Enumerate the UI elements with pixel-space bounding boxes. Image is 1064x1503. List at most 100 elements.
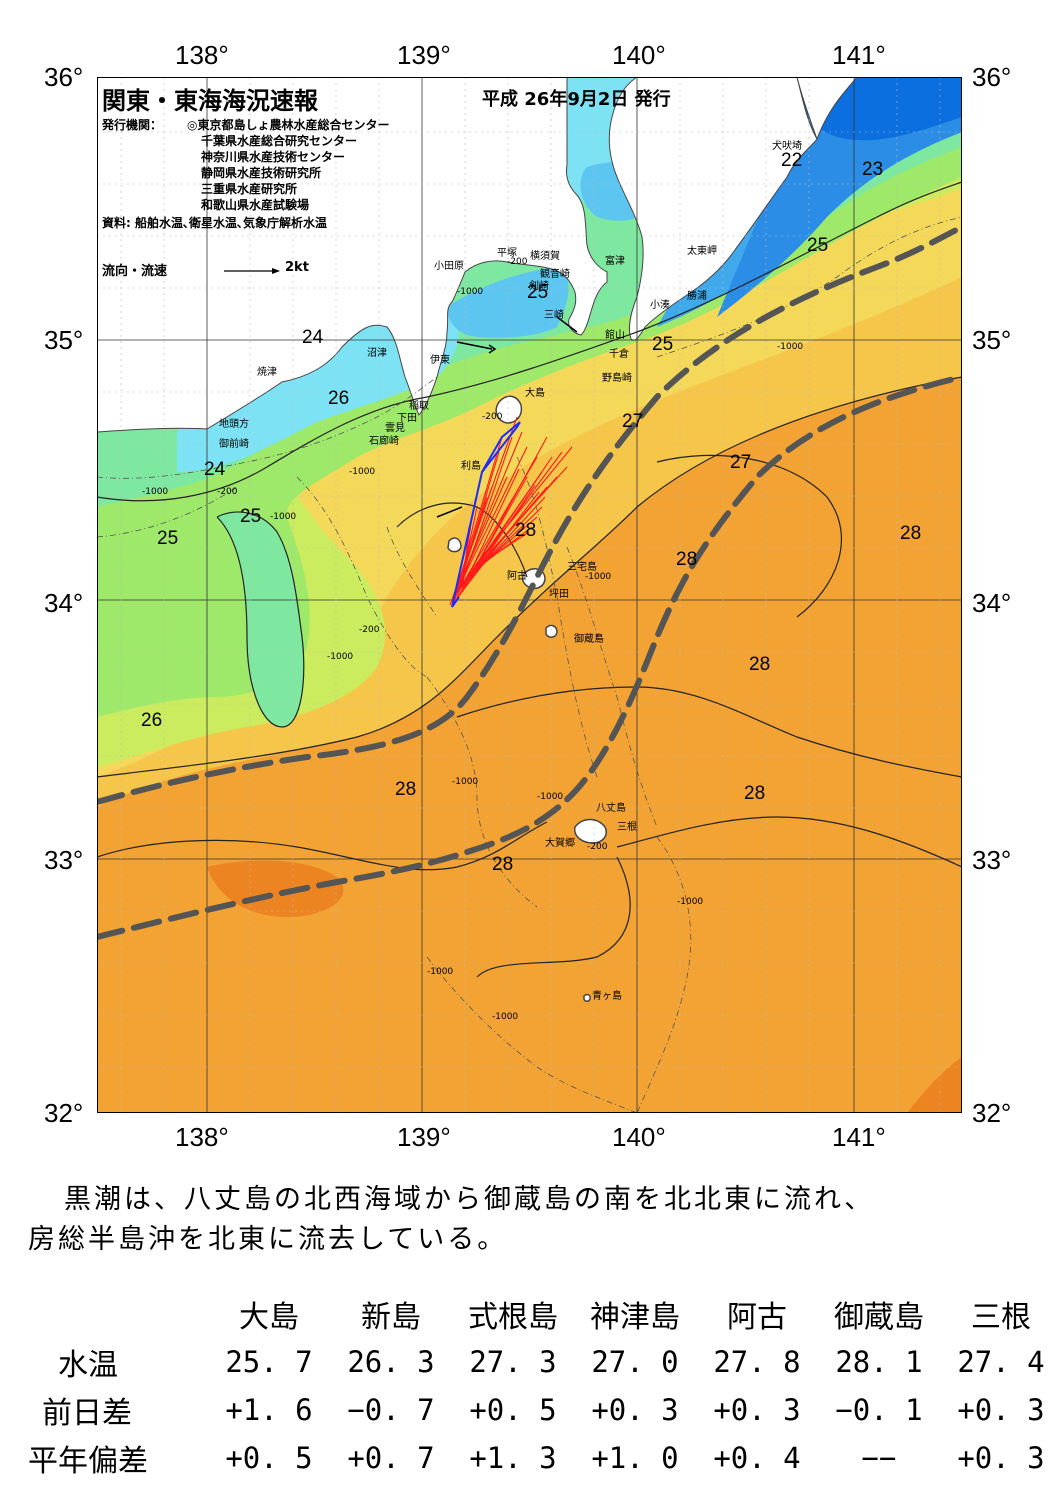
place-label: 利島	[461, 461, 481, 472]
summary-text: 黒潮は、八丈島の北西海域から御蔵島の南を北北東に流れ、 房総半島沖を北東に流去し…	[28, 1180, 874, 1260]
sst-stats-table: 大島 新島 式根島 神津島 阿古 御蔵島 三根 水温 25. 7 26. 3 2…	[28, 1290, 1062, 1482]
depth-label: -1000	[327, 652, 354, 662]
table-cell: +1. 0	[591, 1441, 679, 1475]
lon-label-141-bottom: 141°	[832, 1122, 886, 1152]
lon-label-140-top: 140°	[612, 40, 666, 70]
place-label: 三崎	[544, 310, 564, 321]
sst-band-29-sw	[207, 860, 344, 917]
island-aogashima	[583, 993, 591, 1002]
table-cell: 27. 3	[469, 1345, 557, 1379]
minor-grid	[97, 77, 962, 1113]
lon-label-138-bottom: 138°	[175, 1122, 229, 1152]
depth-label: -1000	[142, 487, 169, 497]
table-header-cell	[28, 1290, 208, 1338]
depth-label: -200	[587, 842, 608, 852]
place-label: 勝浦	[687, 291, 707, 302]
land-boso-peninsula	[608, 77, 818, 341]
isotherm-label-25-tokyo: 25	[527, 282, 549, 303]
table-cell: +0. 4	[713, 1441, 801, 1475]
table-header-cell: 三根	[971, 1300, 1031, 1335]
issuer-2: 千葉県水産総合研究センター	[201, 134, 358, 148]
island-mikura	[545, 624, 558, 638]
place-label: 稲取	[409, 401, 429, 412]
issuer-5: 三重県水産研究所	[201, 182, 298, 196]
island-hachijo	[574, 818, 607, 844]
sea-temperature-map: 22 23 25 25 25 24 26 24 25 25 27 27 28 2…	[97, 77, 962, 1113]
place-label: 小田原	[434, 261, 464, 272]
place-label: 八丈島	[596, 803, 626, 814]
isotherm-label-23: 23	[862, 159, 884, 180]
isotherm-label-22: 22	[781, 150, 803, 171]
isotherm-label-28-hachijo-e: 28	[744, 783, 766, 804]
place-label: 伊東	[430, 355, 450, 366]
issuer-1: ◎東京都島しょ農林水産総合センター	[187, 118, 390, 132]
place-label: 地頭方	[219, 419, 249, 430]
lat-label-32-left: 32°	[44, 1098, 84, 1128]
lat-label-32-right: 32°	[972, 1098, 1012, 1128]
table-row: 水温 25. 7 26. 3 27. 3 27. 0 27. 8 28. 1 2…	[28, 1338, 1062, 1386]
table-header-row: 大島 新島 式根島 神津島 阿古 御蔵島 三根	[28, 1290, 1062, 1338]
land-inubo	[796, 77, 858, 141]
flow-legend-arrow-icon	[224, 268, 280, 274]
table-cell: 28. 1	[835, 1345, 923, 1379]
table-cell: +0. 5	[469, 1393, 557, 1427]
place-label: 三根	[617, 822, 637, 833]
issuer-3: 神奈川県水産技術センター	[201, 150, 346, 164]
depth-label: -1000	[492, 1012, 519, 1022]
lat-label-34-right: 34°	[972, 588, 1012, 618]
lat-label-36-right: 36°	[972, 62, 1012, 92]
place-label: 雲見	[385, 423, 405, 434]
place-label: 平塚	[497, 248, 517, 259]
isotherm-label-28-west: 28	[395, 779, 417, 800]
issue-date: 平成 26年9月2日 発行	[482, 89, 671, 110]
place-label: 剣崎	[529, 281, 549, 292]
grid-lines	[97, 77, 962, 1113]
place-label: 横須賀	[530, 251, 560, 262]
table-row: 前日差 +1. 6 −0. 7 +0. 5 +0. 3 +0. 3 −0. 1 …	[28, 1386, 1062, 1434]
flow-vectors-red	[449, 416, 573, 606]
summary-line-2: 房総半島沖を北東に流去している。	[28, 1224, 508, 1255]
kuroshio-main-path	[97, 374, 962, 940]
isotherm-label-25-offboso: 25	[652, 334, 674, 355]
isotherms	[97, 181, 962, 978]
lon-label-141-top: 141°	[832, 40, 886, 70]
isotherm-label-26-west: 26	[141, 710, 163, 731]
isotherm-label-28-east: 28	[900, 523, 922, 544]
coast-flow-arrows	[436, 316, 578, 518]
summary-line-1: 黒潮は、八丈島の北西海域から御蔵島の南を北北東に流れ、	[64, 1184, 875, 1215]
depth-label: -200	[507, 257, 528, 267]
isotherm-label-28-mid: 28	[676, 549, 698, 570]
lat-label-34-left: 34°	[44, 588, 84, 618]
issuer-4: 静岡県水産技術研究所	[201, 166, 322, 180]
place-label: 犬吠埼	[772, 141, 802, 152]
isotherm-label-24-west: 24	[204, 459, 226, 480]
row-label: 水温	[58, 1348, 118, 1383]
table-cell: 26. 3	[347, 1345, 435, 1379]
table-cell: −0. 7	[347, 1393, 435, 1427]
table-cell: +1. 3	[469, 1441, 557, 1475]
sst-band-29-se	[907, 1057, 962, 1113]
isotherm-label-25-west1: 25	[240, 506, 262, 527]
table-cell: 27. 0	[591, 1345, 679, 1379]
depth-label: -1000	[777, 342, 804, 352]
map-border	[97, 77, 962, 1113]
row-label: 前日差	[42, 1396, 132, 1431]
depth-label: -1000	[452, 777, 479, 787]
land-honshu-west	[97, 77, 608, 433]
place-label: 焼津	[257, 367, 277, 378]
place-label: 青ヶ島	[592, 991, 622, 1002]
flow-legend-scale: 2kt	[285, 260, 309, 275]
place-label: 石廊崎	[369, 436, 399, 447]
isotherm-label-28-south: 28	[749, 654, 771, 675]
table-cell: 25. 7	[225, 1345, 313, 1379]
table-header-cell: 新島	[361, 1300, 421, 1335]
lon-label-139-top: 139°	[397, 40, 451, 70]
isotherm-label-25-west2: 25	[157, 528, 179, 549]
table-cell: +0. 3	[591, 1393, 679, 1427]
isotherm-label-27-a: 27	[622, 411, 644, 432]
sst-band-21	[717, 77, 962, 317]
place-label: 三宅島	[567, 562, 597, 573]
table-cell: 27. 8	[713, 1345, 801, 1379]
lat-label-35-left: 35°	[44, 325, 84, 355]
place-label: 小湊	[650, 300, 670, 311]
